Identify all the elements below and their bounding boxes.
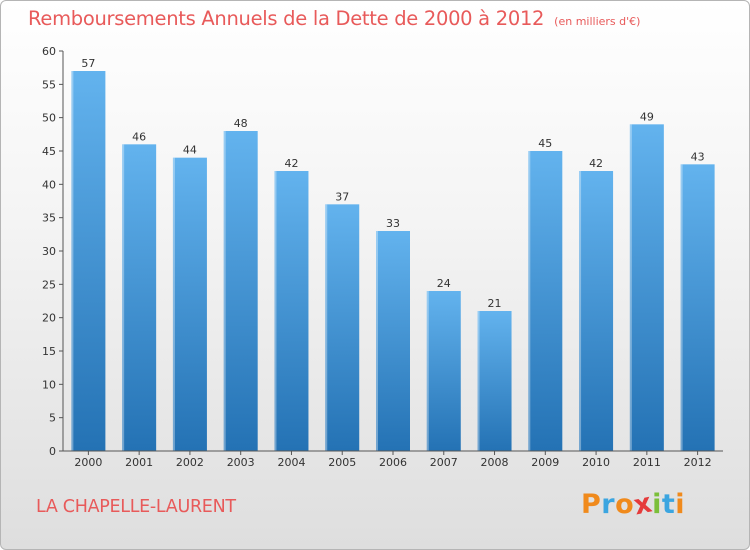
proxiti-logo: Proxiti	[581, 487, 686, 521]
data-label-2005: 37	[335, 190, 349, 203]
x-tick-label-2011: 2011	[633, 456, 661, 469]
bar-2009	[528, 151, 563, 451]
bar-highlight-2000	[71, 71, 74, 451]
data-label-2007: 24	[437, 277, 451, 290]
bar-highlight-2005	[325, 204, 328, 451]
bar-highlight-2011	[629, 124, 632, 451]
y-tick-label-45: 45	[42, 145, 56, 158]
logo-letter: o	[615, 489, 635, 520]
bar-highlight-2010	[579, 171, 582, 451]
data-label-2002: 44	[183, 144, 197, 157]
x-tick-label-2005: 2005	[328, 456, 356, 469]
logo-letter: i	[652, 489, 662, 520]
x-tick-label-2002: 2002	[176, 456, 204, 469]
chart-title: Remboursements Annuels de la Dette de 20…	[28, 7, 545, 30]
data-label-2000: 57	[81, 57, 95, 70]
data-label-2011: 49	[640, 110, 654, 123]
logo-letter: i	[675, 489, 686, 520]
bar-2000	[71, 71, 106, 451]
y-tick-label-55: 55	[42, 78, 56, 91]
logo-letter: P	[581, 489, 602, 520]
bars-layer: 57 46 44 48 42 37 33 24 21 45 42 49 43	[71, 57, 715, 452]
bar-2002	[172, 157, 207, 451]
bar-2010	[579, 171, 614, 451]
bar-2008	[477, 311, 512, 451]
data-label-2004: 42	[284, 157, 298, 170]
bar-2003	[223, 131, 258, 451]
chart-subtitle: (en milliers d'€)	[554, 15, 641, 28]
x-tick-label-2003: 2003	[227, 456, 255, 469]
x-tick-label-2010: 2010	[582, 456, 610, 469]
bar-highlight-2006	[376, 231, 378, 451]
x-tick-label-2007: 2007	[430, 456, 458, 469]
bar-2012	[680, 164, 715, 452]
data-label-2010: 42	[589, 157, 603, 170]
bar-2011	[629, 124, 664, 451]
x-tick-label-2006: 2006	[379, 456, 407, 469]
bar-2005	[325, 204, 360, 451]
y-tick-label-0: 0	[49, 445, 56, 458]
logo-letter: t	[661, 489, 676, 520]
data-label-2001: 46	[132, 130, 146, 143]
axes-layer: 2000 2001 2002 2003 2004 2005 2006 2007 2008 2009…	[42, 45, 723, 469]
y-tick-label-25: 25	[42, 278, 56, 291]
data-label-2003: 48	[234, 117, 248, 130]
data-label-2009: 45	[538, 137, 552, 150]
bar-highlight-2004	[274, 171, 277, 451]
y-tick-label-35: 35	[42, 212, 56, 225]
bar-highlight-2001	[122, 144, 125, 452]
x-tick-label-2008: 2008	[481, 456, 509, 469]
data-label-2012: 43	[691, 150, 705, 163]
data-label-2006: 33	[386, 217, 400, 230]
chart-header: Remboursements Annuels de la Dette de 20…	[28, 7, 640, 30]
y-tick-label-30: 30	[42, 245, 56, 258]
bar-2006	[376, 231, 410, 451]
bar-highlight-2002	[172, 157, 175, 451]
x-tick-label-2009: 2009	[531, 456, 559, 469]
bar-2007	[426, 291, 461, 451]
y-tick-label-5: 5	[49, 412, 56, 425]
bar-highlight-2012	[680, 164, 683, 452]
bar-highlight-2003	[223, 131, 226, 451]
x-tick-label-2012: 2012	[684, 456, 712, 469]
bar-2001	[122, 144, 157, 452]
bar-highlight-2009	[528, 151, 531, 451]
commune-name: LA CHAPELLE-LAURENT	[36, 497, 236, 517]
y-tick-label-10: 10	[42, 378, 56, 391]
x-tick-label-2004: 2004	[277, 456, 305, 469]
bar-highlight-2008	[477, 311, 480, 451]
x-tick-label-2001: 2001	[125, 456, 153, 469]
logo-letter: r	[601, 489, 616, 520]
bar-highlight-2007	[426, 291, 429, 451]
y-tick-label-15: 15	[42, 345, 56, 358]
x-tick-label-2000: 2000	[74, 456, 102, 469]
y-tick-label-20: 20	[42, 312, 56, 325]
data-label-2008: 21	[488, 297, 502, 310]
y-tick-label-50: 50	[42, 112, 56, 125]
bar-2004	[274, 171, 309, 451]
y-tick-label-40: 40	[42, 178, 56, 191]
y-tick-label-60: 60	[42, 45, 56, 58]
